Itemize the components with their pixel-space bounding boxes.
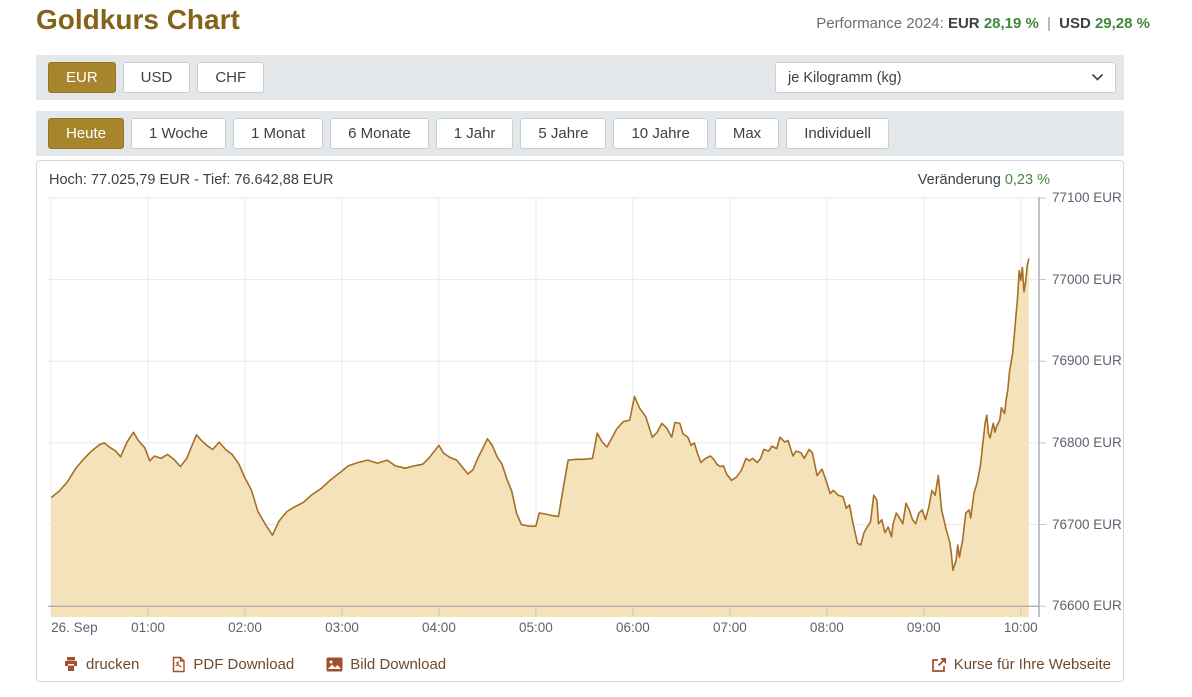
range-button-1-monat[interactable]: 1 Monat <box>232 118 324 149</box>
image-download-link[interactable]: Bild Download <box>326 656 446 673</box>
y-tick-label: 76600 EUR <box>1052 598 1122 614</box>
currency-button-usd[interactable]: USD <box>122 62 191 93</box>
price-line <box>50 258 1030 572</box>
x-axis-labels: 26. Sep 01:00 02:00 03:00 04:00 05:00 06:00 07:… <box>48 620 1040 638</box>
change-value: 0,23 % <box>1004 172 1050 188</box>
y-tick-label: 77000 EUR <box>1052 271 1122 287</box>
range-button-1-jahr[interactable]: 1 Jahr <box>435 118 514 149</box>
image-download-label: Bild Download <box>350 655 447 673</box>
range-button-6-monate[interactable]: 6 Monate <box>330 118 429 149</box>
range-button-max[interactable]: Max <box>714 118 780 149</box>
unit-select-value: je Kilogramm (kg) <box>788 69 902 86</box>
range-panel: Heute 1 Woche 1 Monat 6 Monate 1 Jahr 5 Jahre… <box>36 111 1124 156</box>
printer-icon <box>65 657 77 671</box>
x-tick-label: 06:00 <box>615 620 650 635</box>
pdf-download-label: PDF Download <box>193 655 295 673</box>
performance-usd-label: USD <box>1059 15 1091 32</box>
currency-button-eur[interactable]: EUR <box>48 62 116 93</box>
chevron-down-icon <box>1092 74 1103 81</box>
rates-for-website-label: Kurse für Ihre Webseite <box>953 655 1111 673</box>
performance-eur-label: EUR <box>947 15 980 32</box>
x-tick-label: 05:00 <box>519 620 553 635</box>
external-link-icon <box>931 657 946 672</box>
range-button-10-jahre[interactable]: 10 Jahre <box>613 118 708 149</box>
performance-separator: | <box>1047 15 1051 32</box>
x-tick-label: 01:00 <box>131 620 165 635</box>
currency-button-group: EUR USD CHF <box>48 62 265 93</box>
y-tick-label: 76800 EUR <box>1052 434 1122 450</box>
range-button-individuell[interactable]: Individuell <box>786 118 889 149</box>
price-chart[interactable] <box>48 197 1046 617</box>
y-tick-label: 76700 EUR <box>1052 516 1122 532</box>
print-link[interactable]: drucken <box>63 656 139 673</box>
x-tick-label: 02:00 <box>228 620 262 635</box>
range-button-group: Heute 1 Woche 1 Monat 6 Monate 1 Jahr 5 Jahre… <box>48 118 889 149</box>
high-low-text: Hoch: 77.025,79 EUR - Tief: 76.642,88 EU… <box>49 172 334 188</box>
x-tick-label: 03:00 <box>325 620 359 635</box>
y-axis-labels: 77100 EUR 77000 EUR 76900 EUR 76800 EUR 7670… <box>1052 190 1122 617</box>
axis-ticks <box>147 197 1046 616</box>
chart-info-row: Hoch: 77.025,79 EUR - Tief: 76.642,88 EU… <box>49 172 1050 188</box>
x-tick-label: 26. Sep <box>51 620 98 635</box>
currency-button-chf[interactable]: CHF <box>197 62 265 93</box>
performance-eur-value: 28,19 % <box>983 15 1039 32</box>
performance-usd-value: 29,28 % <box>1094 15 1150 32</box>
range-button-5-jahre[interactable]: 5 Jahre <box>520 118 607 149</box>
image-icon <box>326 657 343 671</box>
x-tick-label: 10:00 <box>1003 620 1038 635</box>
change-text: Veränderung 0,23 % <box>918 172 1050 188</box>
range-button-heute[interactable]: Heute <box>48 118 125 149</box>
x-tick-label: 07:00 <box>712 620 747 635</box>
performance-summary: Performance 2024: EUR 28,19 % | USD 29,2… <box>816 15 1150 32</box>
page-title: Goldkurs Chart <box>36 4 240 35</box>
y-tick-label: 76900 EUR <box>1052 353 1122 369</box>
performance-label: Performance 2024: <box>816 15 944 32</box>
x-tick-label: 09:00 <box>906 620 941 635</box>
currency-panel: EUR USD CHF je Kilogramm (kg) <box>36 55 1124 100</box>
chart-card: Hoch: 77.025,79 EUR - Tief: 76.642,88 EU… <box>36 160 1124 682</box>
x-tick-label: 04:00 <box>422 620 456 635</box>
range-button-1-woche[interactable]: 1 Woche <box>131 118 226 149</box>
x-tick-label: 08:00 <box>809 620 844 635</box>
pdf-download-link[interactable]: PDF Download <box>171 656 294 673</box>
y-tick-label: 77100 EUR <box>1052 189 1122 205</box>
print-link-label: drucken <box>86 655 140 673</box>
change-label: Veränderung <box>917 172 1001 188</box>
rates-for-website-link[interactable]: Kurse für Ihre Webseite <box>931 656 1111 673</box>
footer-links: drucken PDF Download Bild Download <box>63 656 446 673</box>
chart-footer: drucken PDF Download Bild Download <box>49 651 1111 677</box>
pdf-file-icon <box>173 656 186 672</box>
area-fill <box>51 258 1029 617</box>
unit-select[interactable]: je Kilogramm (kg) <box>775 62 1116 93</box>
